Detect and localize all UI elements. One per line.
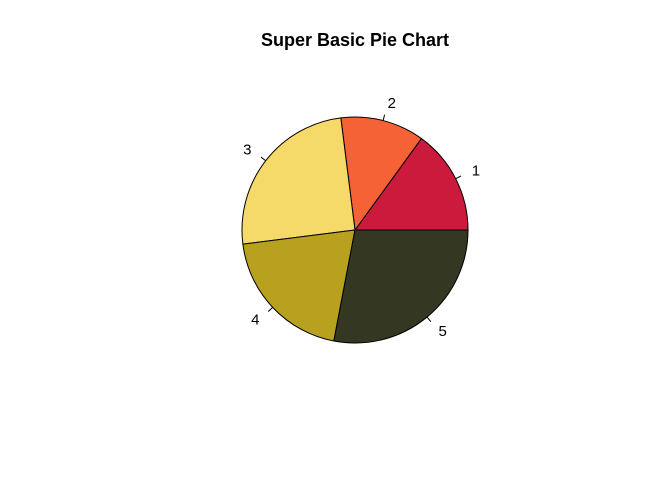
pie-label-1: 1 [472,163,480,180]
pie-slices [241,116,469,344]
pie-label-4: 4 [251,312,259,329]
pie-tick-1 [455,175,462,180]
pie-label-5: 5 [439,323,447,340]
pie-slice-1 [354,137,469,231]
pie-label-2: 2 [388,95,396,112]
pie-slice-3 [241,117,356,245]
pie-label-3: 3 [243,142,251,159]
pie-slice-4 [242,229,356,342]
chart-title: Super Basic Pie Chart [260,30,450,50]
pie-tick-5 [426,316,432,323]
pie-labels: 1 2 3 4 5 [243,95,480,340]
pie-tick-2 [382,114,386,121]
pie-tick-4 [267,306,273,312]
pie-slice-5 [333,229,469,344]
pie-tick-3 [260,156,267,162]
